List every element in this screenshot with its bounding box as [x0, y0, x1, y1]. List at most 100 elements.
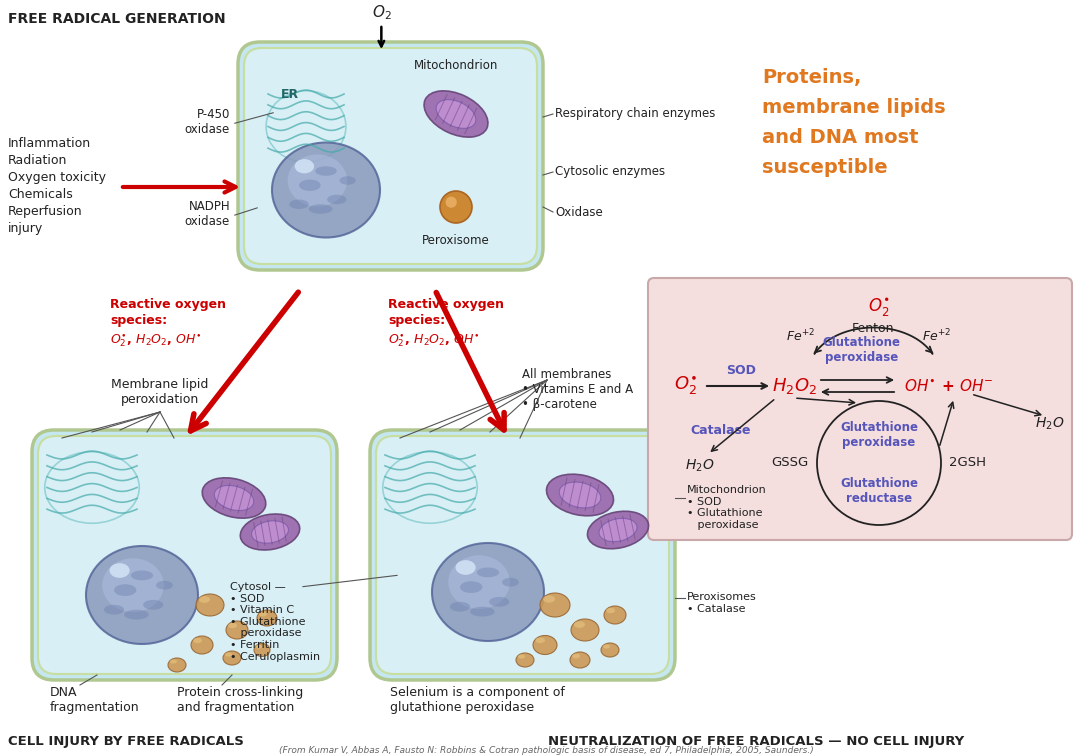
Ellipse shape: [573, 621, 585, 627]
Ellipse shape: [257, 610, 277, 626]
Ellipse shape: [424, 91, 488, 137]
Ellipse shape: [199, 596, 210, 603]
Ellipse shape: [559, 482, 601, 508]
Text: P-450
oxidase: P-450 oxidase: [185, 108, 230, 136]
Ellipse shape: [570, 652, 590, 668]
Ellipse shape: [240, 514, 299, 550]
Ellipse shape: [601, 643, 619, 657]
Ellipse shape: [86, 546, 198, 644]
Text: $Fe^{+2}$: $Fe^{+2}$: [786, 327, 815, 344]
Ellipse shape: [543, 596, 555, 603]
Text: Selenium is a component of
glutathione peroxidase: Selenium is a component of glutathione p…: [390, 686, 565, 714]
Ellipse shape: [251, 521, 288, 543]
Ellipse shape: [455, 560, 476, 575]
Ellipse shape: [103, 558, 164, 612]
Ellipse shape: [535, 637, 545, 643]
Text: NEUTRALIZATION OF FREE RADICALS — NO CELL INJURY: NEUTRALIZATION OF FREE RADICALS — NO CEL…: [548, 735, 964, 748]
Ellipse shape: [169, 659, 177, 664]
FancyBboxPatch shape: [648, 278, 1072, 540]
Ellipse shape: [436, 100, 476, 129]
Circle shape: [440, 191, 472, 223]
Ellipse shape: [587, 511, 649, 549]
Text: DNA
fragmentation: DNA fragmentation: [50, 686, 140, 714]
Text: Fenton: Fenton: [852, 321, 894, 334]
Ellipse shape: [600, 519, 637, 541]
Text: Oxygen toxicity: Oxygen toxicity: [8, 171, 106, 184]
Text: and DNA most: and DNA most: [762, 128, 918, 147]
Text: Reactive oxygen: Reactive oxygen: [388, 298, 505, 311]
Ellipse shape: [193, 638, 202, 643]
Ellipse shape: [470, 607, 495, 616]
Text: injury: injury: [8, 222, 44, 235]
Ellipse shape: [340, 176, 356, 184]
Ellipse shape: [228, 623, 237, 628]
Ellipse shape: [533, 636, 557, 655]
Text: Inflammation: Inflammation: [8, 137, 91, 150]
Text: Cytosol —
• SOD
• Vitamin C
• Glutathione
   peroxidase
• Ferritin
• Ceruloplasm: Cytosol — • SOD • Vitamin C • Glutathion…: [230, 582, 320, 662]
Text: SOD: SOD: [726, 364, 756, 377]
Ellipse shape: [309, 204, 332, 214]
Text: Peroxisomes
• Catalase: Peroxisomes • Catalase: [687, 592, 757, 614]
Ellipse shape: [289, 200, 309, 209]
Ellipse shape: [328, 195, 346, 204]
Ellipse shape: [254, 643, 270, 656]
Text: Radiation: Radiation: [8, 154, 68, 167]
FancyBboxPatch shape: [244, 48, 537, 264]
Text: All membranes
• Vitamins E and A
• β-carotene: All membranes • Vitamins E and A • β-car…: [522, 368, 633, 411]
Text: Peroxisome: Peroxisome: [423, 234, 490, 247]
Text: $O_2^{\bullet}$: $O_2^{\bullet}$: [868, 296, 889, 318]
Text: 2GSH: 2GSH: [949, 457, 986, 469]
Ellipse shape: [191, 636, 213, 654]
Ellipse shape: [546, 474, 614, 516]
Text: Membrane lipid
peroxidation: Membrane lipid peroxidation: [111, 378, 209, 406]
FancyBboxPatch shape: [238, 42, 543, 270]
Text: $H_2O$: $H_2O$: [1035, 416, 1065, 432]
Ellipse shape: [259, 612, 268, 616]
Ellipse shape: [502, 578, 519, 587]
Text: $H_2O_2$: $H_2O_2$: [772, 376, 817, 396]
Text: $O_2$: $O_2$: [371, 3, 391, 22]
Ellipse shape: [168, 658, 186, 672]
Ellipse shape: [156, 581, 173, 590]
Ellipse shape: [223, 651, 241, 665]
Text: $Fe^{+2}$: $Fe^{+2}$: [922, 327, 951, 344]
Text: $O_2^{\bullet}$, $H_2O_2$, $OH^{\bullet}$: $O_2^{\bullet}$, $H_2O_2$, $OH^{\bullet}…: [388, 332, 479, 349]
Text: CELL INJURY BY FREE RADICALS: CELL INJURY BY FREE RADICALS: [8, 735, 244, 748]
Ellipse shape: [256, 645, 262, 649]
Ellipse shape: [225, 652, 232, 657]
Ellipse shape: [489, 597, 509, 607]
Ellipse shape: [604, 606, 626, 624]
Ellipse shape: [572, 654, 580, 658]
FancyBboxPatch shape: [38, 436, 331, 674]
Text: Glutathione
peroxidase: Glutathione peroxidase: [840, 421, 918, 449]
Ellipse shape: [143, 600, 164, 609]
Text: Chemicals: Chemicals: [8, 188, 73, 201]
Text: Cytosolic enzymes: Cytosolic enzymes: [555, 166, 665, 178]
Text: Oxidase: Oxidase: [555, 206, 603, 218]
Ellipse shape: [131, 571, 153, 581]
Ellipse shape: [272, 142, 380, 237]
Text: susceptible: susceptible: [762, 158, 888, 177]
Ellipse shape: [606, 608, 615, 613]
Ellipse shape: [518, 655, 525, 658]
FancyBboxPatch shape: [376, 436, 669, 674]
Ellipse shape: [432, 543, 544, 641]
Ellipse shape: [571, 619, 600, 641]
Text: Catalase: Catalase: [690, 424, 750, 437]
Ellipse shape: [287, 154, 347, 206]
Text: species:: species:: [388, 314, 446, 327]
Text: Glutathione
peroxidase: Glutathione peroxidase: [822, 336, 901, 364]
Text: $O_2^{\bullet}$: $O_2^{\bullet}$: [675, 375, 698, 397]
Circle shape: [446, 197, 456, 208]
Ellipse shape: [124, 609, 149, 619]
Text: GSSG: GSSG: [772, 457, 809, 469]
Ellipse shape: [541, 593, 570, 617]
Text: Reperfusion: Reperfusion: [8, 205, 83, 218]
Ellipse shape: [477, 568, 499, 578]
Ellipse shape: [448, 555, 510, 609]
Ellipse shape: [109, 563, 130, 578]
Ellipse shape: [517, 653, 534, 667]
Ellipse shape: [299, 179, 321, 191]
Text: Mitochondrion
• SOD
• Glutathione
   peroxidase: Mitochondrion • SOD • Glutathione peroxi…: [687, 485, 767, 530]
Text: Protein cross-linking
and fragmentation: Protein cross-linking and fragmentation: [177, 686, 304, 714]
